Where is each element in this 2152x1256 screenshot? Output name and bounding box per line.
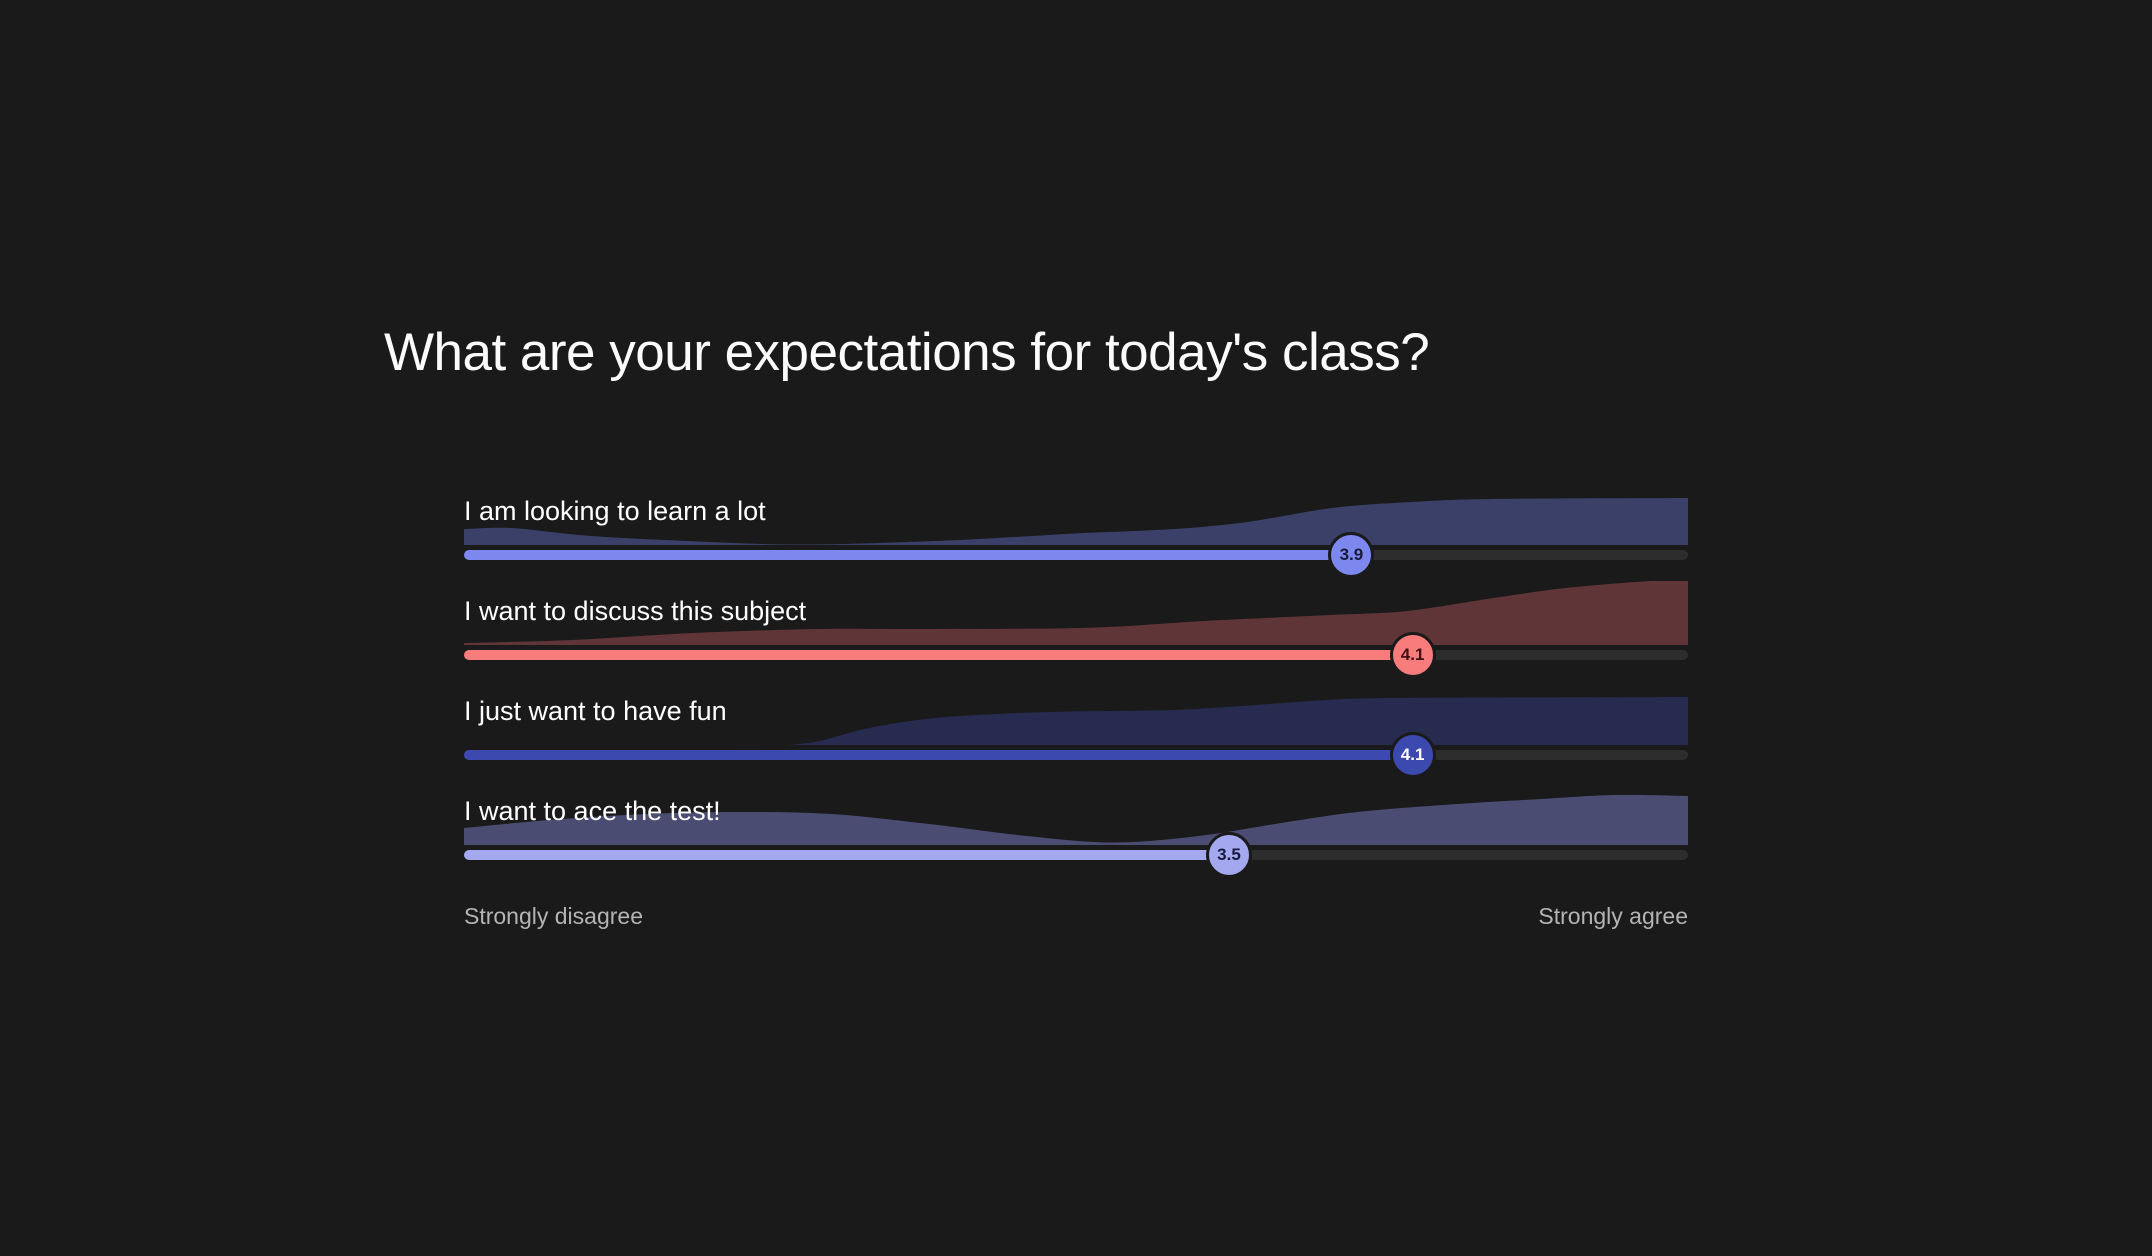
slider-thumb[interactable]: 4.1 [1389,632,1436,678]
slider-track[interactable] [464,550,1688,560]
distribution-area [464,697,1688,745]
slider-thumb[interactable]: 3.9 [1328,532,1375,578]
distribution-area [464,581,1688,645]
slider-fill [464,650,1413,660]
distribution-path [464,795,1688,845]
scale-min-label: Strongly disagree [464,903,643,929]
slider-track[interactable] [464,750,1688,760]
row-label: I want to ace the test! [464,796,721,826]
value-badge: 3.9 [1339,545,1364,564]
distribution-path [464,498,1688,545]
slider-fill [464,850,1229,860]
slider-row: I just want to have fun 4.1 [464,680,1688,780]
distribution-area [464,795,1688,845]
value-badge: 4.1 [1400,745,1425,764]
distribution-area [464,498,1688,545]
slider-track[interactable] [464,650,1688,660]
slider-thumb[interactable]: 4.1 [1389,732,1436,778]
row-label: I want to discuss this subject [464,596,807,626]
slider-track[interactable] [464,850,1688,860]
distribution-path [464,581,1688,645]
question-title: What are your expectations for today's c… [384,323,1430,382]
distribution-path [464,697,1688,745]
sliders-chart: I am looking to learn a lot 3.9 I want t… [464,480,1688,880]
value-badge: 4.1 [1400,645,1425,664]
slider-fill [464,550,1352,560]
slider-fill [464,750,1413,760]
value-badge: 3.5 [1217,845,1241,864]
slider-row: I want to discuss this subject 4.1 [464,580,1688,680]
slider-row: I am looking to learn a lot 3.9 [464,480,1688,580]
scale-labels: Strongly disagree Strongly agree [464,903,1688,930]
slider-thumb[interactable]: 3.5 [1206,832,1252,878]
row-label: I am looking to learn a lot [464,496,766,526]
row-label: I just want to have fun [464,696,727,726]
slider-row: I want to ace the test! 3.5 [464,780,1688,880]
scale-max-label: Strongly agree [1538,903,1688,929]
